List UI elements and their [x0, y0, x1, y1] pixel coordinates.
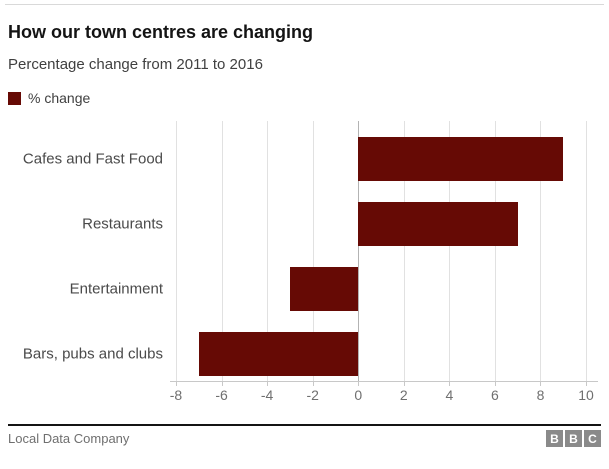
x-tick-label: -8 [169, 387, 183, 403]
x-tick-label: -6 [215, 387, 228, 403]
axis-tick [176, 382, 177, 386]
legend-swatch-icon [8, 91, 21, 105]
gridline [586, 121, 588, 381]
x-tick-label: 6 [491, 387, 499, 403]
gridline [312, 121, 314, 381]
gridline [449, 121, 451, 381]
gridline [494, 121, 496, 381]
legend: % change [8, 90, 90, 106]
axis-tick [312, 382, 314, 386]
gridline [176, 121, 177, 381]
axis-tick [540, 382, 542, 386]
x-tick-label: 8 [536, 387, 545, 403]
category-label-entertainment: Entertainment [69, 280, 163, 298]
gridline [267, 121, 269, 381]
bar-bars-pubs-and-clubs [198, 332, 359, 376]
axis-tick [267, 382, 269, 386]
category-label-bars-pubs-and-clubs: Bars, pubs and clubs [22, 345, 163, 363]
x-tick-label: -4 [260, 387, 274, 403]
x-tick-label: -2 [306, 387, 319, 403]
category-label-restaurants: Restaurants [82, 215, 163, 233]
x-tick-label: 10 [578, 387, 594, 403]
bar-restaurants [358, 202, 518, 246]
bar-cafes-and-fast-food [358, 137, 564, 181]
axis-tick [449, 382, 451, 386]
axis-tick [586, 382, 588, 386]
bar-entertainment [289, 267, 359, 311]
chart-title: How our town centres are changing [8, 22, 314, 42]
axis-tick [494, 382, 496, 386]
bbc-logo-block: B [546, 430, 563, 447]
chart-subtitle: Percentage change from 2011 to 2016 [8, 56, 263, 73]
legend-label: % change [28, 90, 91, 106]
top-divider [5, 4, 604, 5]
gridline [403, 121, 405, 381]
footer-divider [8, 424, 601, 426]
category-label-cafes-and-fast-food: Cafes and Fast Food [22, 150, 163, 168]
gridline [540, 121, 542, 381]
bbc-logo-block: C [584, 430, 601, 447]
source-credit: Local Data Company [8, 431, 130, 446]
x-tick-label: 4 [445, 387, 454, 403]
plot-area [170, 121, 598, 386]
axis-tick [358, 382, 360, 386]
axis-tick [221, 382, 223, 386]
x-tick-label: 0 [354, 387, 363, 403]
x-axis-labels: -8 -6 -4 -2 0 2 4 6 8 10 [170, 387, 598, 405]
axis-tick [403, 382, 405, 386]
zero-gridline [358, 121, 360, 381]
gridline [221, 121, 223, 381]
x-tick-label: 2 [399, 387, 408, 403]
bbc-logo-block: B [565, 430, 582, 447]
